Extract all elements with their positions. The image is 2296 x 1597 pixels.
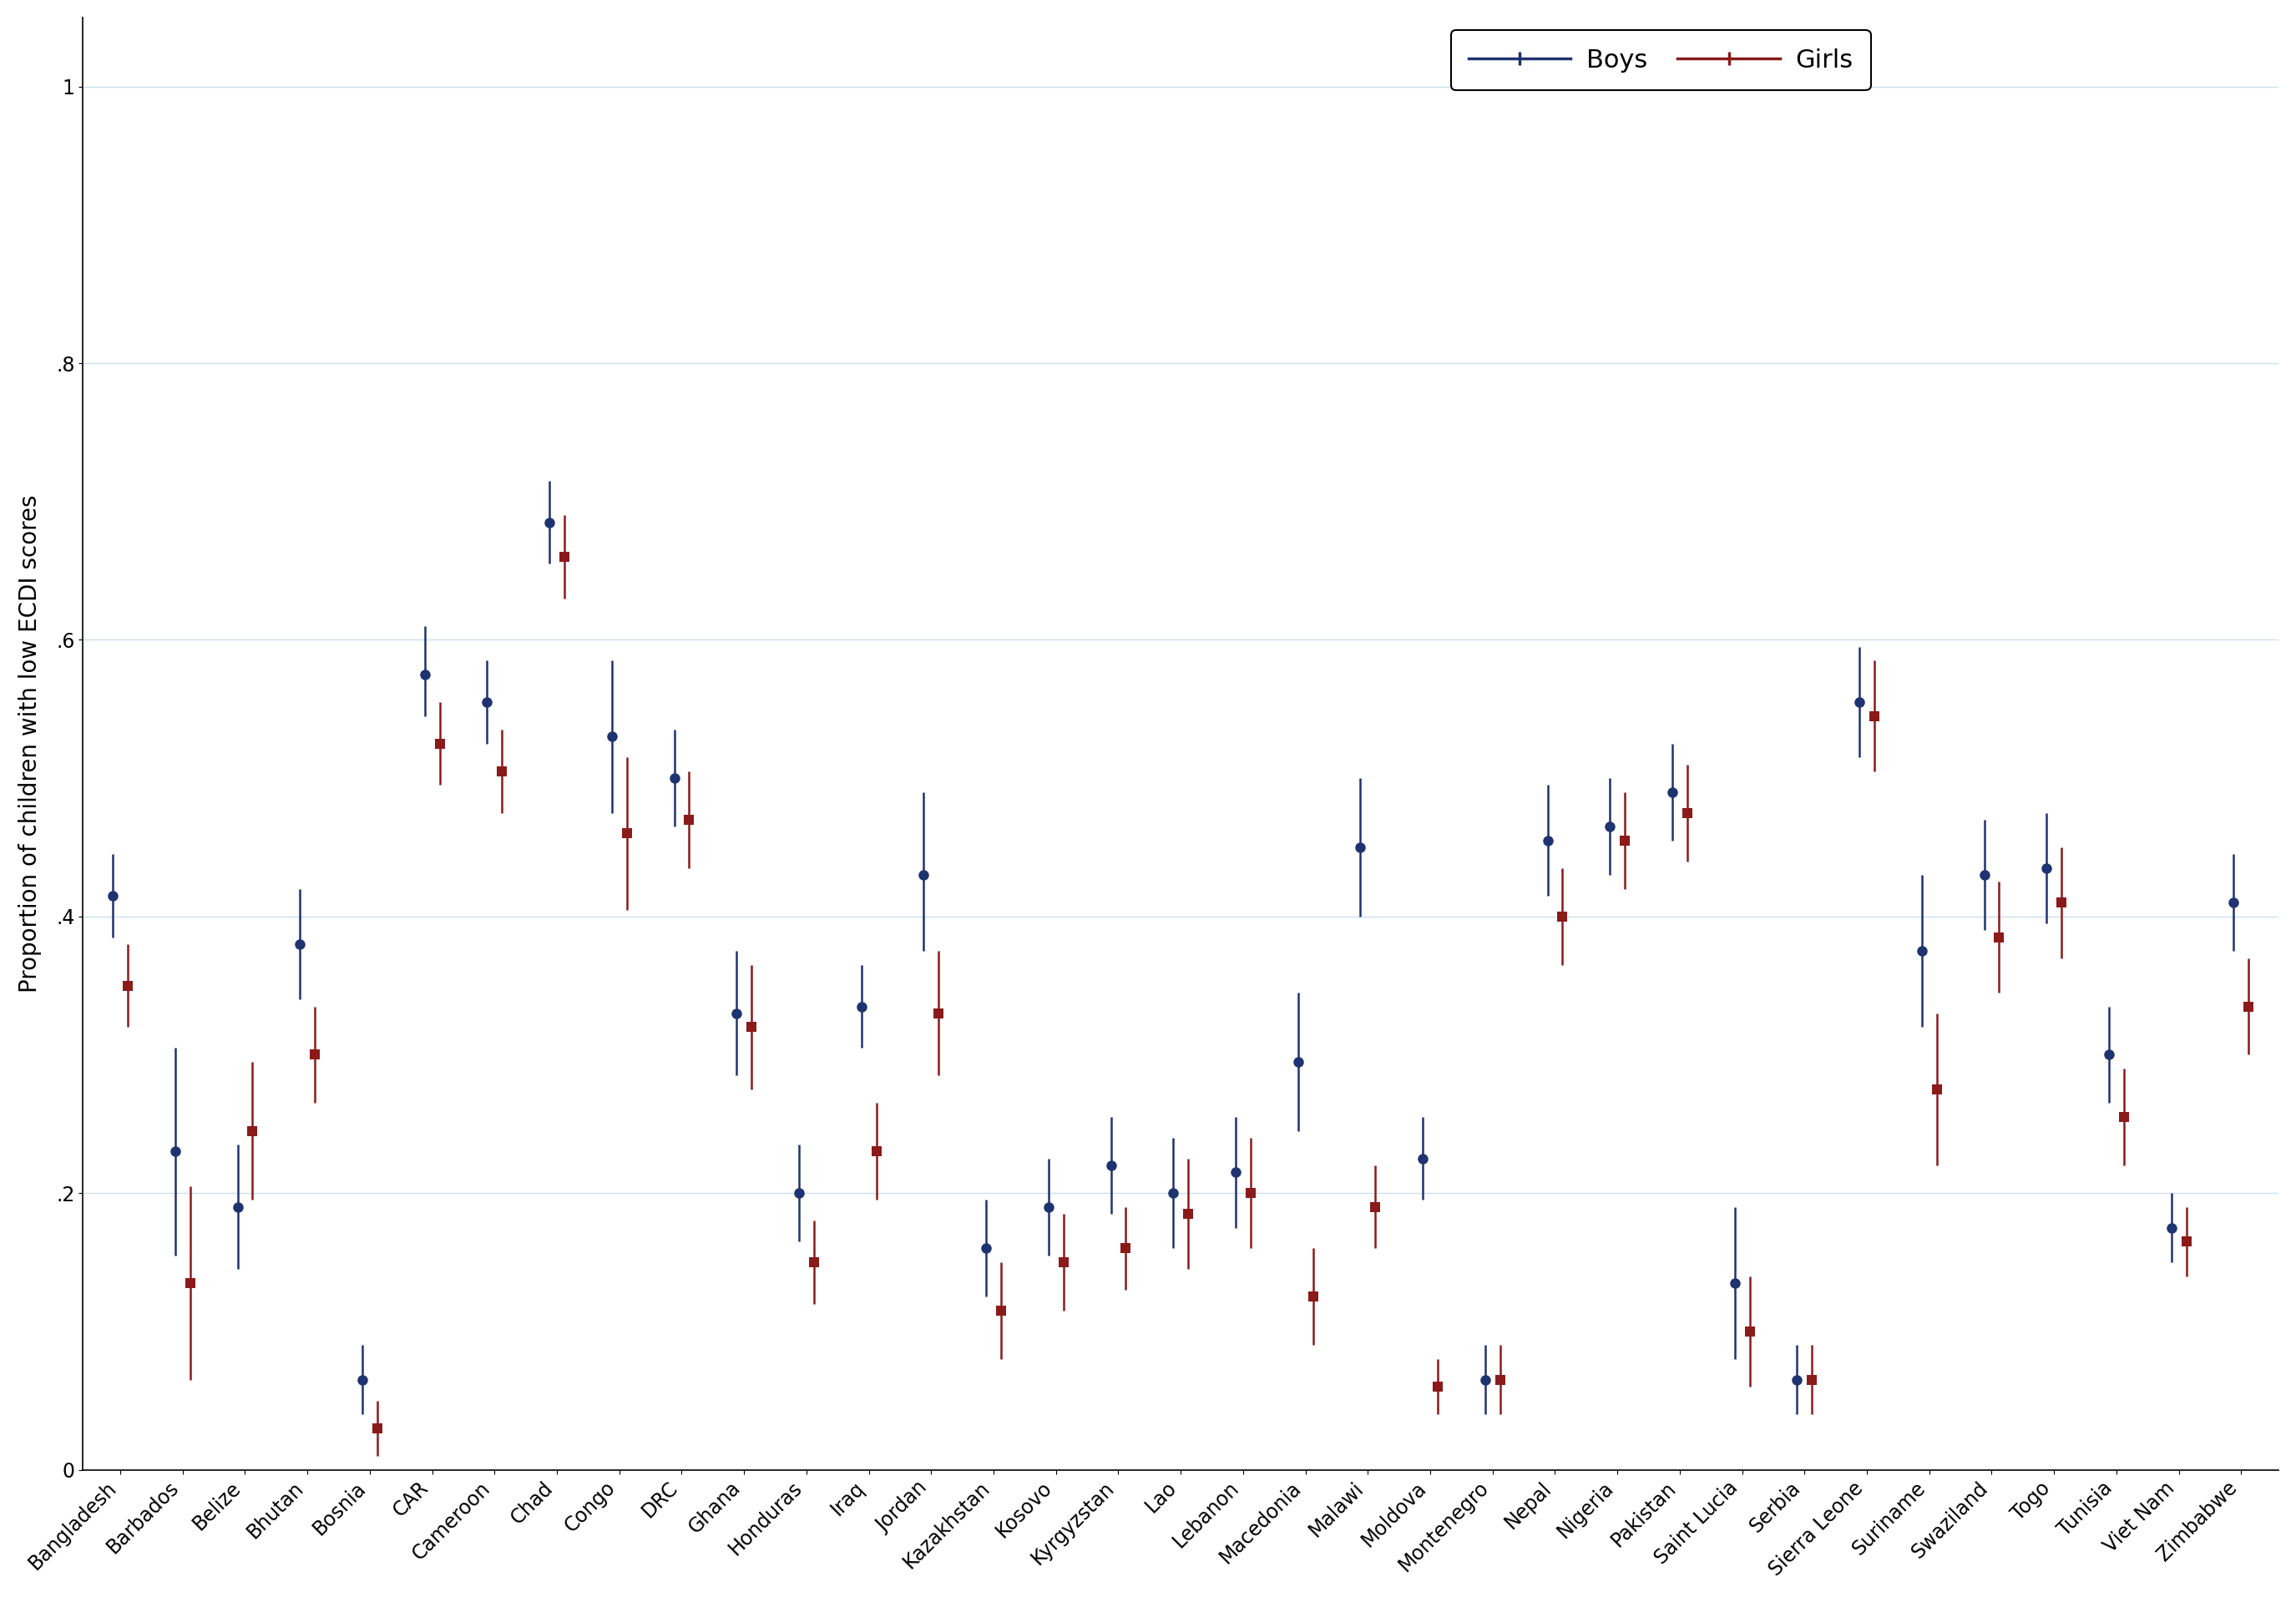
Y-axis label: Proportion of children with low ECDI scores: Proportion of children with low ECDI sco…: [18, 495, 41, 993]
Legend: Boys, Girls: Boys, Girls: [1451, 30, 1871, 89]
